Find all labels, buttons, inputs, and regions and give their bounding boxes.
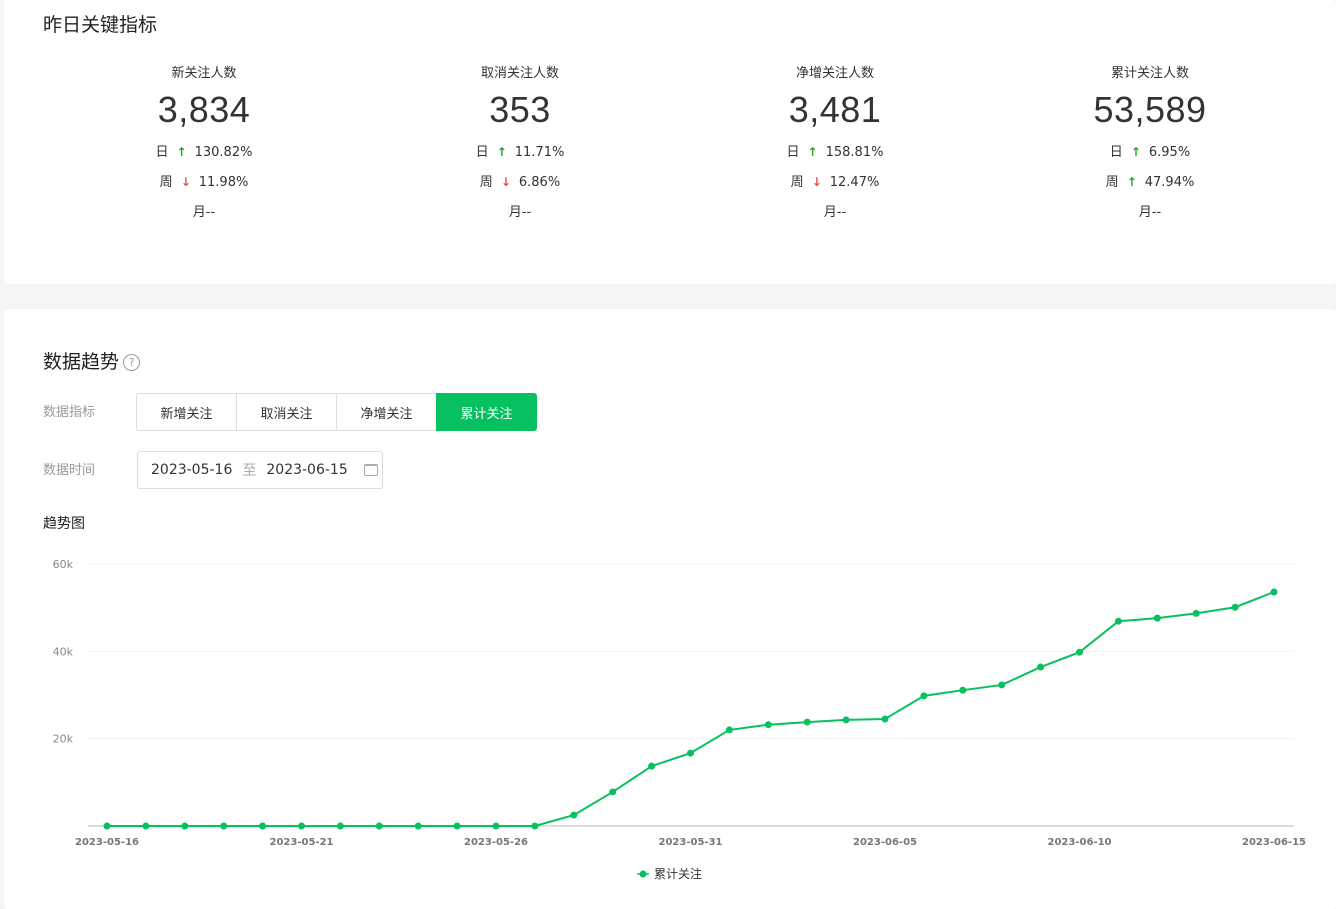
data-point xyxy=(1114,617,1122,625)
tab-metric[interactable]: 取消关注 xyxy=(236,393,337,431)
day-change: 日 ↑ 6.95% xyxy=(1109,145,1191,160)
data-point xyxy=(1192,609,1200,617)
month-change: 月-- xyxy=(508,205,532,220)
data-point xyxy=(492,822,500,830)
data-point xyxy=(725,726,733,734)
arrow-down-icon: ↓ xyxy=(180,175,191,189)
question-circle-icon[interactable]: ? xyxy=(123,354,141,371)
arrow-down-icon: ↓ xyxy=(811,175,822,189)
metric-item: 净增关注人数 3,481 日 ↑ 158.81% 周 ↓ 12.47% 月-- xyxy=(705,62,965,220)
x-tick-label: 2023-06-10 xyxy=(1048,837,1112,848)
x-tick-label: 2023-06-05 xyxy=(853,837,917,848)
date-separator: 至 xyxy=(242,463,257,479)
section-title: 昨日关键指标 xyxy=(43,14,158,36)
data-point xyxy=(687,749,694,757)
data-point xyxy=(1270,588,1278,596)
tab-metric[interactable]: 累计关注 xyxy=(436,393,537,431)
legend-label: 累计关注 xyxy=(654,866,702,881)
series-line xyxy=(107,591,1275,827)
day-change: 日 ↑ 130.82% xyxy=(155,145,253,160)
week-change: 周 ↓ 11.98% xyxy=(159,175,249,190)
metric-label: 新关注人数 xyxy=(171,66,237,81)
data-point xyxy=(764,721,772,729)
data-point xyxy=(298,822,305,830)
section-title: 数据趋势 xyxy=(43,351,120,373)
data-point xyxy=(414,822,422,830)
metric-value: 3,481 xyxy=(788,89,882,130)
data-point xyxy=(220,822,228,830)
x-tick-label: 2023-05-31 xyxy=(659,837,723,848)
week-change: 周 ↓ 6.86% xyxy=(479,175,561,190)
legend-marker xyxy=(639,870,647,878)
date-start[interactable]: 2023-05-16 xyxy=(151,462,233,478)
y-tick-label: 20k xyxy=(53,733,74,746)
data-point xyxy=(1076,648,1083,656)
tab-metric[interactable]: 新增关注 xyxy=(136,393,237,431)
data-point xyxy=(648,762,656,770)
chart-title: 趋势图 xyxy=(43,516,85,532)
arrow-up-icon: ↑ xyxy=(1130,145,1141,159)
data-point xyxy=(375,822,383,830)
metric-item: 累计关注人数 53,589 日 ↑ 6.95% 周 ↑ 47.94% 月-- xyxy=(1020,62,1280,220)
data-point xyxy=(531,822,539,830)
data-point xyxy=(336,822,344,830)
date-end[interactable]: 2023-06-15 xyxy=(266,462,348,478)
data-point xyxy=(181,822,189,830)
metric-label: 净增关注人数 xyxy=(795,66,874,81)
calendar-icon[interactable] xyxy=(363,464,378,476)
metric-value: 53,589 xyxy=(1093,89,1207,130)
tab-metric[interactable]: 净增关注 xyxy=(336,393,437,431)
metric-label: 累计关注人数 xyxy=(1110,66,1189,81)
x-tick-label: 2023-05-16 xyxy=(75,837,139,848)
week-change: 周 ↑ 47.94% xyxy=(1105,175,1195,190)
day-change: 日 ↑ 158.81% xyxy=(786,145,884,160)
y-tick-label: 40k xyxy=(53,645,74,658)
data-point xyxy=(609,788,617,796)
data-point xyxy=(142,822,150,830)
x-tick-label: 2023-06-15 xyxy=(1242,837,1306,848)
arrow-up-icon: ↑ xyxy=(807,145,818,159)
day-change: 日 ↑ 11.71% xyxy=(475,145,565,160)
metric-value: 353 xyxy=(489,89,551,130)
data-point xyxy=(920,692,928,700)
week-change: 周 ↓ 12.47% xyxy=(790,175,880,190)
metric-value: 3,834 xyxy=(157,89,251,130)
x-tick-label: 2023-05-21 xyxy=(270,837,334,848)
data-point xyxy=(259,822,267,830)
x-tick-label: 2023-05-26 xyxy=(464,837,528,848)
metric-label: 取消关注人数 xyxy=(480,66,559,81)
arrow-up-icon: ↑ xyxy=(176,145,187,159)
data-point xyxy=(998,681,1006,689)
arrow-down-icon: ↓ xyxy=(500,175,511,189)
data-point xyxy=(103,822,111,830)
time-label: 数据时间 xyxy=(43,463,96,478)
month-change: 月-- xyxy=(192,205,216,220)
data-point xyxy=(453,822,461,830)
data-point xyxy=(1153,614,1161,622)
month-change: 月-- xyxy=(823,205,847,220)
key-metrics-card: 昨日关键指标 新关注人数 3,834 日 ↑ 130.82% 周 ↓ 11.98% 月-… xyxy=(4,0,1336,284)
metric-item: 新关注人数 3,834 日 ↑ 130.82% 周 ↓ 11.98% 月-- xyxy=(74,62,334,220)
date-range-picker[interactable]: 2023-05-16 至 2023-06-15 xyxy=(137,451,383,489)
trend-card: 数据趋势? 数据指标 新增关注 取消关注 净增关注 累计关注 数据时间 2023-05… xyxy=(4,309,1336,909)
data-point xyxy=(1231,603,1239,611)
metric-label: 数据指标 xyxy=(43,405,96,420)
data-point xyxy=(570,811,578,819)
arrow-up-icon: ↑ xyxy=(1126,175,1137,189)
y-tick-label: 60k xyxy=(53,558,74,571)
arrow-up-icon: ↑ xyxy=(496,145,507,159)
data-point xyxy=(803,718,811,726)
data-point xyxy=(959,686,967,694)
trend-chart: 60k 40k 20k 2023-05-16 2023-05-21 2023-05-26 2… xyxy=(53,558,1306,881)
metric-item: 取消关注人数 353 日 ↑ 11.71% 周 ↓ 6.86% 月-- xyxy=(390,62,650,220)
data-point xyxy=(1037,663,1045,671)
data-point xyxy=(881,715,889,723)
data-point xyxy=(842,716,850,724)
month-change: 月-- xyxy=(1138,205,1162,220)
metric-tabs: 新增关注 取消关注 净增关注 累计关注 xyxy=(136,393,537,431)
